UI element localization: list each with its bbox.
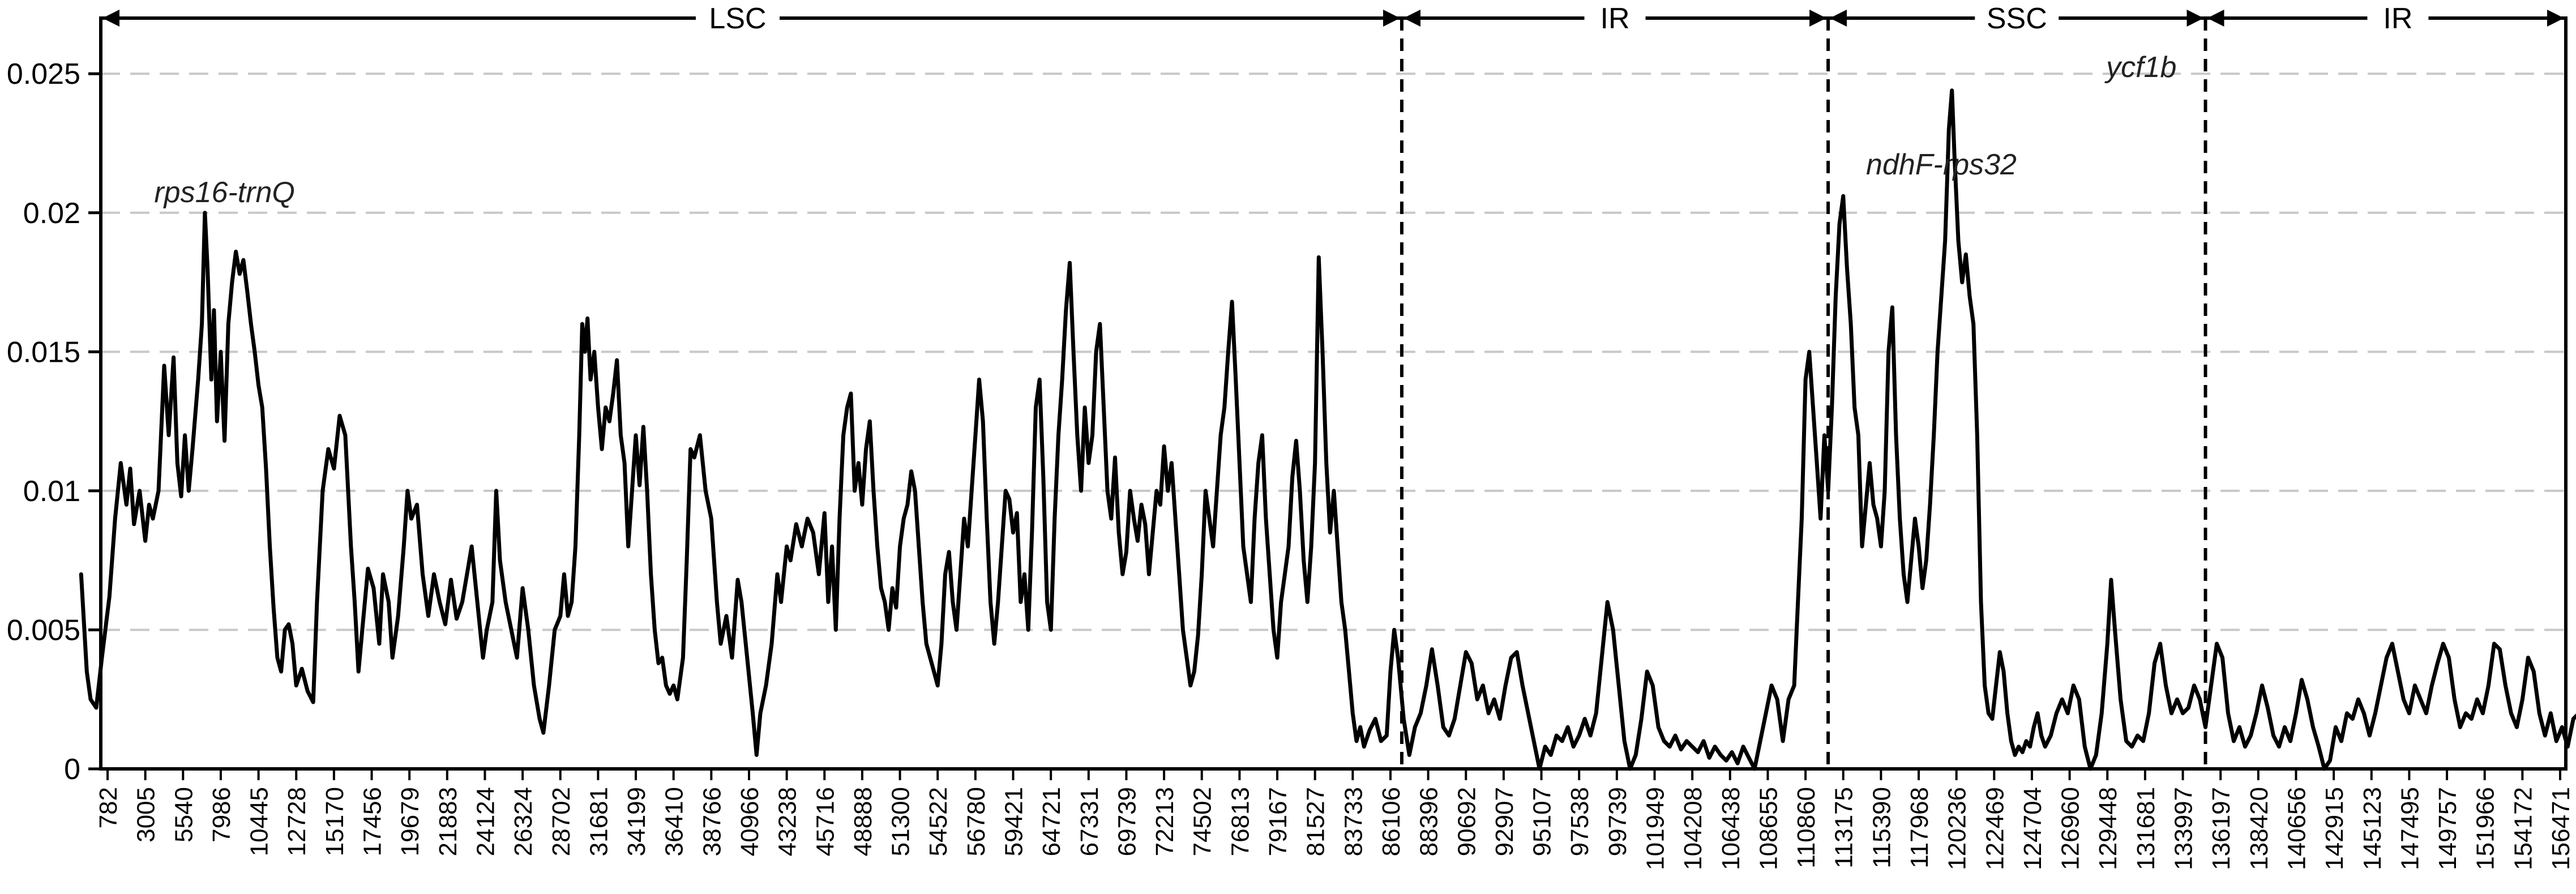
x-tick-label: 76813 — [1226, 787, 1254, 856]
y-tick-label: 0.005 — [7, 614, 80, 647]
x-tick-label: 59421 — [1000, 787, 1028, 856]
y-tick-label: 0.02 — [23, 197, 80, 230]
x-tick-label: 26324 — [510, 787, 537, 856]
x-tick-label: 38766 — [698, 787, 726, 856]
x-tick-label: 124704 — [2019, 787, 2047, 870]
region-label-bg — [2367, 1, 2429, 35]
x-tick-label: 12728 — [283, 787, 311, 856]
x-tick-label: 72213 — [1151, 787, 1179, 856]
region-labels: LSC IR SSC IR — [102, 1, 2564, 35]
x-tick-label: 156471 — [2547, 787, 2575, 870]
x-tick-label: 56780 — [962, 787, 990, 856]
x-tick-label: 40966 — [736, 787, 764, 856]
region-boundaries — [1400, 18, 2207, 769]
x-tick-label: 147495 — [2396, 787, 2424, 870]
x-tick-label: 120236 — [1944, 787, 1971, 870]
region-label-bg — [1975, 1, 2059, 35]
series-group — [79, 88, 2576, 771]
y-axis: 0 0.005 0.01 0.015 0.02 0.025 — [7, 58, 101, 786]
x-tick-label: 133997 — [2170, 787, 2198, 870]
x-tick-label: 69739 — [1113, 787, 1141, 856]
region-label: LSC — [709, 2, 766, 35]
x-tick-label: 95107 — [1529, 787, 1556, 856]
region-label: SSC — [1987, 2, 2047, 35]
x-tick-label: 5540 — [170, 787, 198, 842]
x-tick-label: 122469 — [1981, 787, 2009, 870]
x-tick-label: 104208 — [1679, 787, 1707, 870]
x-tick-label: 7986 — [208, 787, 236, 842]
x-tick-label: 99739 — [1604, 787, 1632, 856]
x-tick-label: 88396 — [1415, 787, 1443, 856]
x-tick-label: 115390 — [1868, 787, 1895, 869]
x-tick-label: 90692 — [1453, 787, 1480, 856]
peak-annotation: ndhF-rps32 — [1866, 148, 2017, 181]
x-tick-label: 151966 — [2472, 787, 2500, 870]
x-tick-label: 15170 — [321, 787, 349, 856]
x-tick-label: 117968 — [1906, 787, 1933, 869]
x-tick-label: 19679 — [396, 787, 424, 856]
x-tick-label: 3005 — [132, 787, 160, 842]
y-tick-label: 0.01 — [23, 475, 80, 508]
x-tick-label: 131681 — [2132, 787, 2160, 870]
x-tick-label: 24124 — [472, 787, 499, 856]
peak-annotation: ycf1b — [2104, 51, 2176, 84]
x-tick-label: 126960 — [2057, 787, 2085, 870]
x-tick-label: 10445 — [246, 787, 273, 856]
region-label: IR — [2383, 2, 2412, 35]
x-tick-label: 83733 — [1340, 787, 1367, 856]
x-tick-label: 108655 — [1755, 787, 1782, 870]
annotations: rps16-trnQ ndhF-rps32 ycf1b — [154, 51, 2176, 209]
x-tick-label: 36410 — [661, 787, 688, 856]
y-tick-label: 0.015 — [7, 336, 80, 369]
x-tick-label: 31681 — [585, 787, 613, 856]
region-label-bg — [695, 1, 780, 35]
plot-frame — [99, 16, 2568, 771]
x-tick-label: 17456 — [359, 787, 387, 856]
x-tick-label: 74502 — [1189, 787, 1217, 856]
series-line — [79, 88, 2576, 771]
x-tick-label: 138420 — [2245, 787, 2273, 870]
x-tick-label: 45716 — [811, 787, 839, 856]
x-tick-label: 149757 — [2434, 787, 2462, 870]
x-tick-label: 48888 — [849, 787, 877, 856]
x-axis: 782 3005 5540 7986 10445 12728 15170 17456 19679… — [95, 769, 2575, 870]
peak-annotation: rps16-trnQ — [154, 176, 295, 209]
x-tick-label: 140656 — [2283, 787, 2310, 870]
x-tick-label: 782 — [95, 787, 122, 828]
x-tick-label: 136197 — [2207, 787, 2235, 870]
x-tick-label: 79167 — [1264, 787, 1292, 856]
x-tick-label: 43238 — [774, 787, 802, 856]
x-tick-label: 106438 — [1717, 787, 1745, 870]
x-tick-label: 92907 — [1491, 787, 1518, 856]
x-tick-label: 28702 — [547, 787, 575, 856]
y-tick-label: 0 — [64, 753, 80, 786]
x-tick-label: 64721 — [1038, 787, 1066, 856]
x-tick-label: 86106 — [1377, 787, 1405, 856]
x-tick-label: 51300 — [887, 787, 915, 856]
region-label-bg — [1584, 1, 1646, 35]
x-tick-label: 34199 — [623, 787, 651, 856]
x-tick-label: 101949 — [1641, 787, 1669, 870]
x-tick-label: 81527 — [1302, 787, 1330, 856]
x-tick-label: 154172 — [2509, 787, 2537, 870]
x-tick-label: 54522 — [925, 787, 952, 856]
y-tick-label: 0.025 — [7, 58, 80, 91]
x-tick-label: 145123 — [2359, 787, 2386, 870]
x-tick-label: 21883 — [434, 787, 462, 856]
plot-border — [99, 16, 2568, 771]
region-label: IR — [1601, 2, 1630, 35]
x-tick-label: 97538 — [1566, 787, 1594, 856]
x-tick-label: 110860 — [1792, 787, 1820, 869]
x-tick-label: 67331 — [1076, 787, 1103, 856]
x-tick-label: 142915 — [2321, 787, 2348, 870]
x-tick-label: 113175 — [1830, 787, 1858, 869]
x-tick-label: 129448 — [2094, 787, 2122, 870]
